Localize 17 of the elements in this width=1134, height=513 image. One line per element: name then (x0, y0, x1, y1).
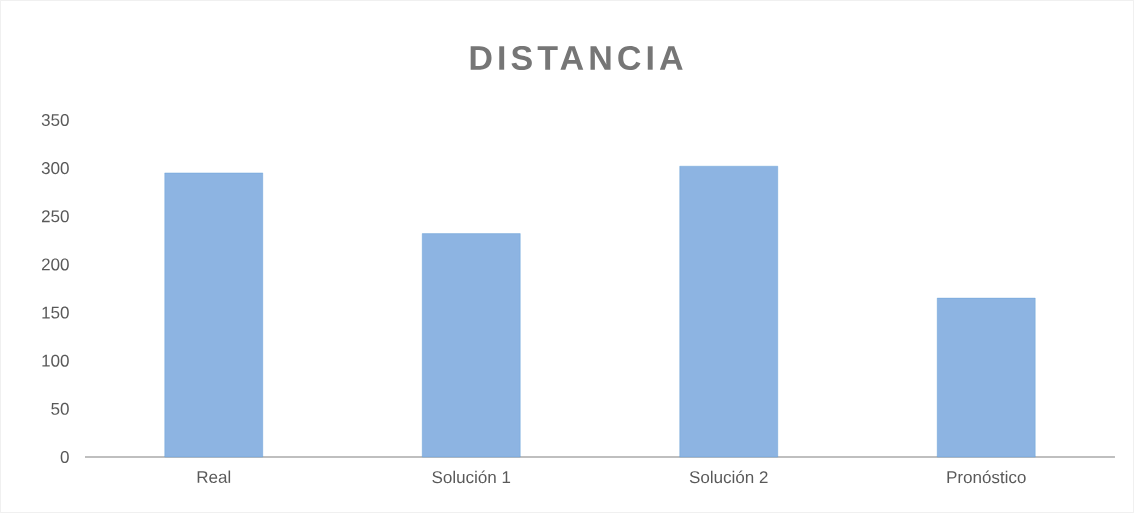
bar (937, 297, 1036, 458)
bar (422, 233, 521, 458)
bar (679, 166, 778, 458)
y-tick-label: 100 (42, 354, 69, 367)
x-tick-label: Real (197, 470, 231, 484)
y-tick-label: 300 (41, 162, 69, 175)
x-tick-label: Solución 2 (689, 470, 768, 484)
y-tick-label: 200 (41, 258, 69, 271)
bar (164, 172, 263, 458)
x-tick-label: Solución 1 (432, 470, 511, 484)
y-tick-label: 150 (42, 306, 69, 319)
y-tick-label: 50 (51, 402, 69, 415)
chart-title: DISTANCIA (470, 45, 683, 71)
y-tick-label: 0 (60, 450, 69, 464)
x-tick-label: Pronóstico (947, 470, 1026, 484)
y-tick-label: 350 (41, 113, 69, 127)
y-tick-label: 250 (41, 210, 69, 223)
